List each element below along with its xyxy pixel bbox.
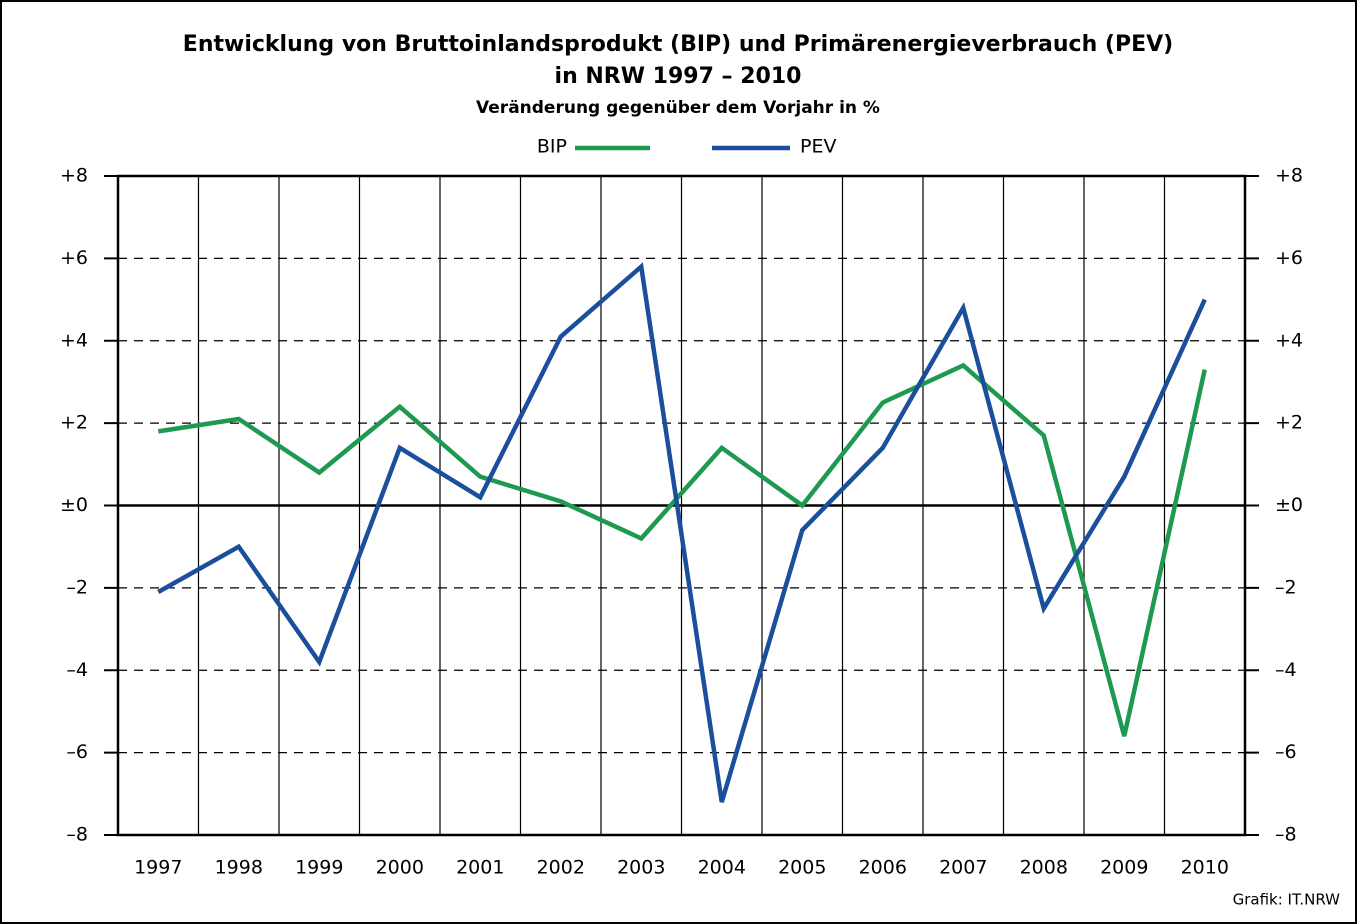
y2-tick-label: +8: [1275, 165, 1303, 187]
y2-tick-label: –8: [1275, 824, 1297, 846]
y2-tick-label: –2: [1275, 576, 1297, 598]
legend-label: PEV: [800, 136, 836, 158]
x-tick-label: 1999: [295, 857, 343, 879]
y-tick-label: –2: [66, 576, 88, 598]
x-tick-label: 2009: [1100, 857, 1148, 879]
x-tick-label: 2002: [537, 857, 585, 879]
y2-tick-label: –4: [1275, 659, 1297, 681]
y-tick-label: ±0: [60, 494, 88, 516]
chart-title: in NRW 1997 – 2010: [555, 64, 802, 89]
x-tick-label: 2008: [1020, 857, 1068, 879]
y-tick-label: –8: [66, 824, 88, 846]
x-tick-label: 2004: [698, 857, 746, 879]
x-tick-label: 2007: [939, 857, 987, 879]
x-tick-label: 2003: [617, 857, 665, 879]
y2-tick-label: –6: [1275, 741, 1297, 763]
y-tick-label: +4: [60, 329, 88, 351]
x-tick-label: 1998: [215, 857, 263, 879]
x-tick-label: 2005: [778, 857, 826, 879]
y2-tick-label: ±0: [1275, 494, 1303, 516]
x-tick-label: 2001: [456, 857, 504, 879]
chart-subtitle: Veränderung gegenüber dem Vorjahr in %: [476, 98, 880, 118]
x-tick-label: 2000: [376, 857, 424, 879]
legend-label: BIP: [537, 136, 567, 158]
x-tick-label: 2010: [1181, 857, 1229, 879]
y2-tick-label: +2: [1275, 412, 1303, 434]
y-tick-label: –6: [66, 741, 88, 763]
series-line: [157, 262, 1207, 803]
y-tick-label: +2: [60, 412, 88, 434]
plot-frame: [116, 174, 1247, 837]
x-tick-label: 1997: [134, 857, 182, 879]
y-tick-label: +6: [60, 247, 88, 269]
x-tick-label: 2006: [859, 857, 907, 879]
y2-tick-label: +4: [1275, 329, 1303, 351]
chart-title: Entwicklung von Bruttoinlandsprodukt (BI…: [183, 32, 1173, 57]
y2-tick-label: +6: [1275, 247, 1303, 269]
y-tick-label: –4: [66, 659, 88, 681]
series-line: [157, 362, 1207, 737]
y-tick-label: +8: [60, 165, 88, 187]
source: Grafik: IT.NRW: [1233, 891, 1341, 909]
